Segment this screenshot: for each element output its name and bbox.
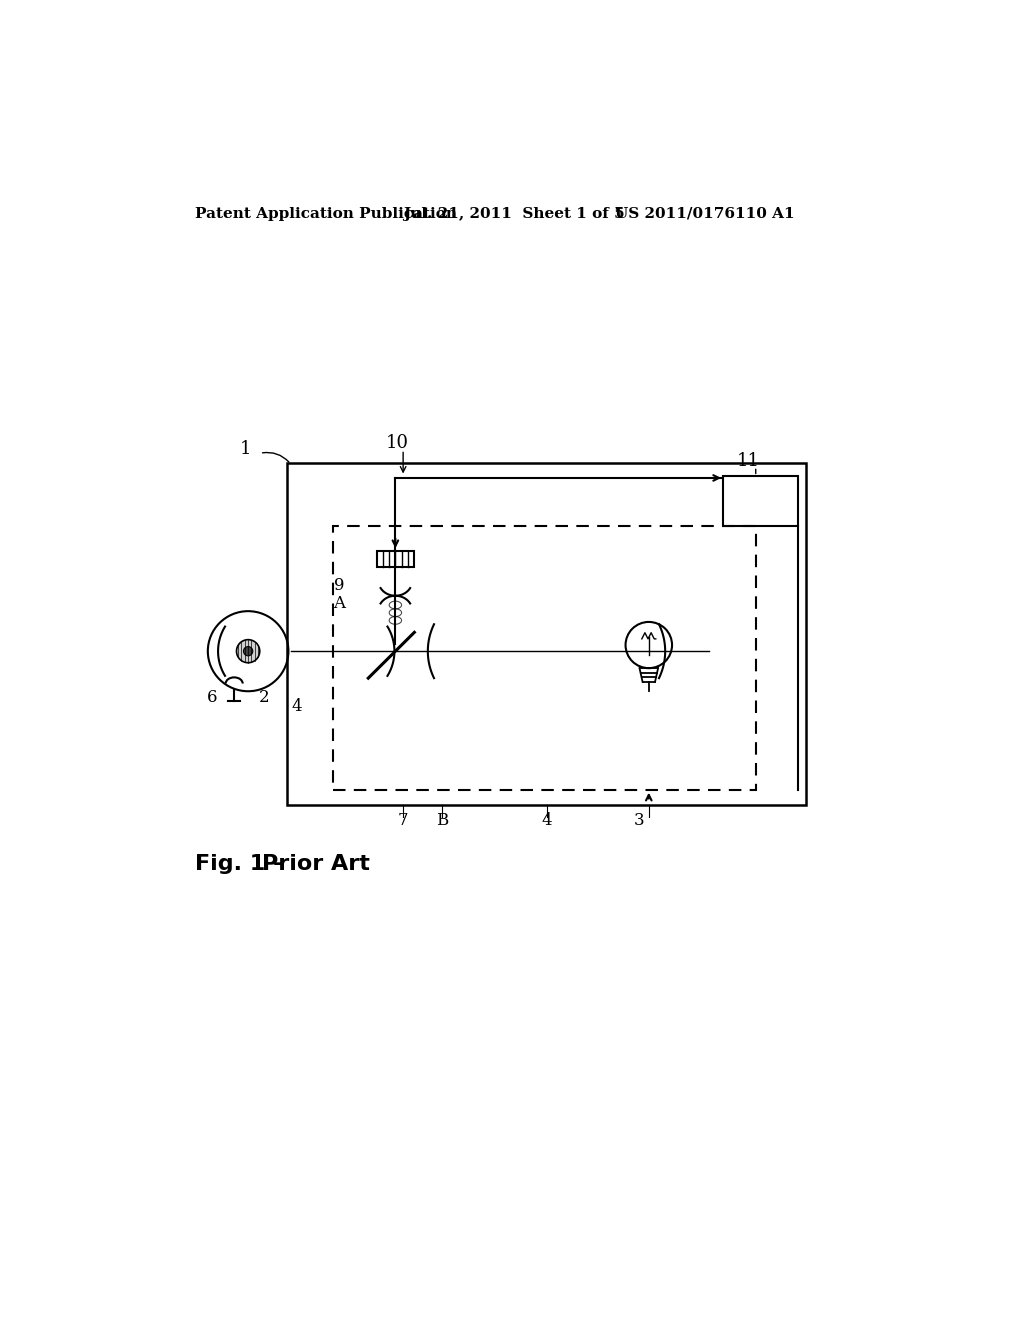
Text: Jul. 21, 2011  Sheet 1 of 5: Jul. 21, 2011 Sheet 1 of 5	[403, 207, 625, 220]
Text: A: A	[333, 595, 345, 612]
Bar	[723, 477, 799, 527]
Text: 4: 4	[292, 698, 302, 715]
Text: Patent Application Publication: Patent Application Publication	[196, 207, 458, 220]
Text: 4: 4	[542, 812, 552, 829]
Bar	[334, 527, 756, 789]
Text: 11: 11	[736, 451, 760, 470]
Text: 3: 3	[634, 812, 645, 829]
Bar	[377, 552, 414, 566]
Text: 1: 1	[240, 441, 252, 458]
Text: 6: 6	[207, 689, 217, 706]
Text: US 2011/0176110 A1: US 2011/0176110 A1	[614, 207, 795, 220]
Bar	[287, 462, 806, 805]
Text: B: B	[436, 812, 449, 829]
Text: 10: 10	[386, 434, 410, 453]
Text: 9: 9	[334, 577, 344, 594]
Text: 7: 7	[397, 812, 409, 829]
Text: 2: 2	[258, 689, 269, 706]
Text: Prior Art: Prior Art	[262, 854, 370, 874]
Text: Fig. 1 -: Fig. 1 -	[196, 854, 283, 874]
Circle shape	[237, 640, 260, 663]
Circle shape	[244, 647, 253, 656]
